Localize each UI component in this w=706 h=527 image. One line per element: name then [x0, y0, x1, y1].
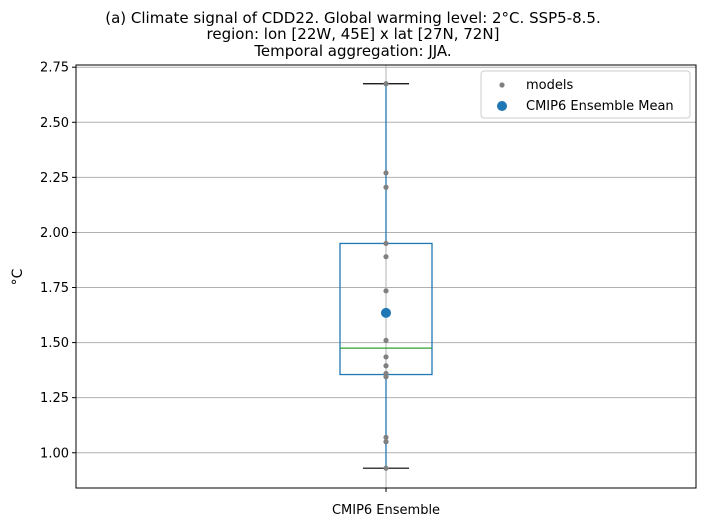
legend-marker-models: [499, 82, 505, 88]
model-point: [383, 434, 389, 440]
legend-label-ensemble-mean: CMIP6 Ensemble Mean: [526, 99, 674, 114]
y-axis-label: °C: [10, 268, 26, 285]
model-point: [383, 439, 389, 445]
legend-marker-ensemble-mean: [497, 101, 507, 111]
model-point: [383, 81, 389, 87]
model-point: [383, 288, 389, 294]
model-point: [383, 184, 389, 190]
legend: models CMIP6 Ensemble Mean: [480, 70, 691, 119]
ensemble-mean-point: [381, 307, 391, 318]
model-point: [383, 254, 389, 260]
chart-title-line-1: (a) Climate signal of CDD22. Global warm…: [105, 9, 601, 27]
chart-title-line-3: Temporal aggregation: JJA.: [254, 42, 452, 60]
y-tick-label: 1.25: [40, 391, 69, 406]
legend-label-models: models: [526, 78, 573, 93]
model-point: [383, 363, 389, 369]
model-point: [383, 170, 389, 176]
y-tick-label: 2.00: [40, 226, 69, 241]
model-point: [383, 240, 389, 247]
y-tick-label: 1.75: [40, 281, 69, 296]
chart-title-line-2: region: lon [22W, 45E] x lat [27N, 72N]: [206, 25, 500, 43]
y-tick-label: 2.25: [40, 171, 69, 186]
y-tick-label: 1.00: [40, 446, 69, 461]
model-point: [383, 354, 389, 360]
model-point: [383, 370, 389, 377]
x-axis: CMIP6 Ensemble: [332, 488, 440, 518]
y-axis: 1.00 1.25 1.50 1.75 2.00 2.25 2.50 2.75: [40, 61, 76, 461]
y-tick-label: 2.50: [40, 116, 69, 131]
y-tick-label: 2.75: [40, 61, 69, 76]
y-tick-label: 1.50: [40, 336, 69, 351]
legend-box: [480, 70, 691, 119]
model-point: [383, 337, 389, 343]
data-points: [381, 81, 391, 471]
x-tick-label: CMIP6 Ensemble: [332, 503, 440, 518]
model-point: [383, 465, 389, 471]
